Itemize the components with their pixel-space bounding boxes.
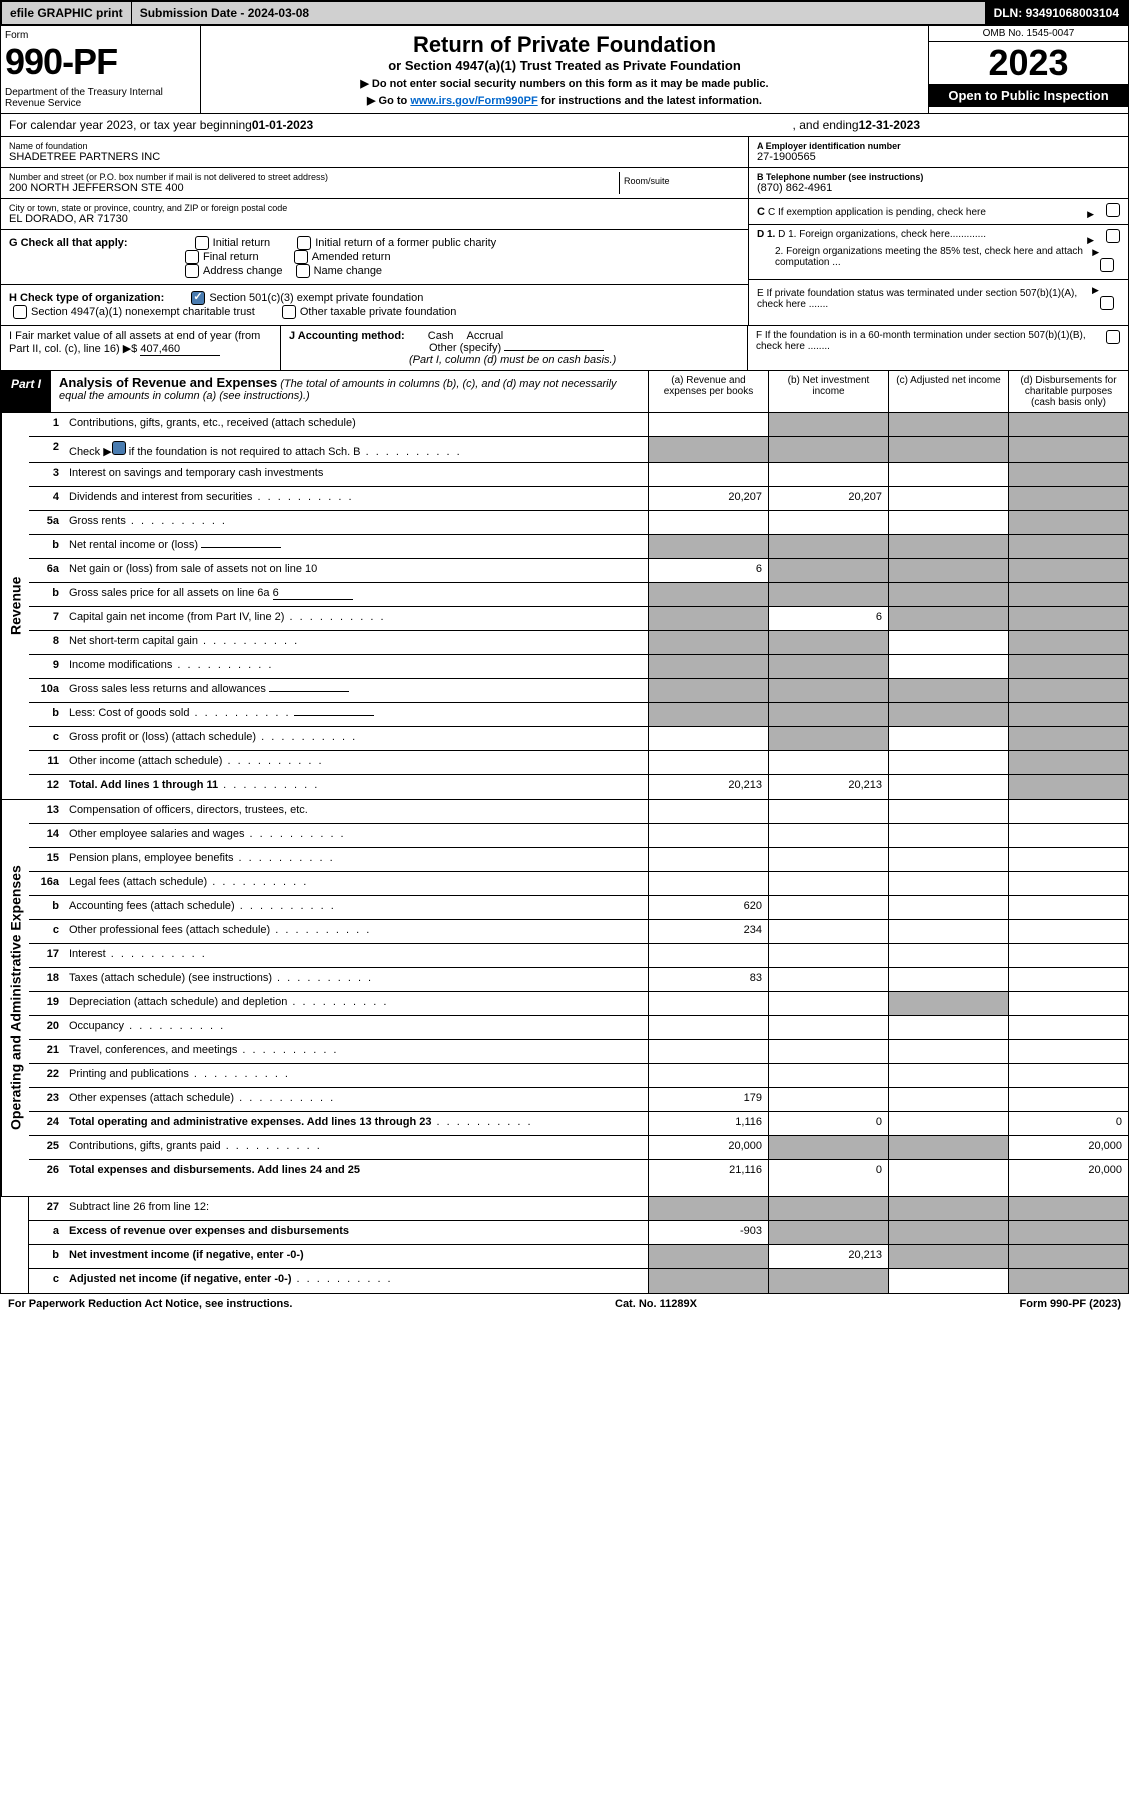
col-d-header: (d) Disbursements for charitable purpose… — [1008, 371, 1128, 412]
irs-link[interactable]: www.irs.gov/Form990PF — [410, 95, 537, 107]
col-a-header: (a) Revenue and expenses per books — [648, 371, 768, 412]
tel-cell: B Telephone number (see instructions) (8… — [749, 168, 1128, 199]
city-cell: City or town, state or province, country… — [1, 199, 748, 230]
checkbox-c[interactable] — [1106, 203, 1120, 217]
checkbox-d1[interactable] — [1106, 229, 1120, 243]
section-d: D 1. D 1. Foreign organizations, check h… — [749, 225, 1128, 280]
checkbox-4947[interactable] — [13, 305, 27, 319]
cat-no: Cat. No. 11289X — [615, 1298, 697, 1310]
checkbox-initial-former[interactable] — [297, 236, 311, 250]
form-ref: Form 990-PF (2023) — [1020, 1298, 1121, 1310]
revenue-side-label: Revenue — [1, 413, 29, 799]
expenses-table: Operating and Administrative Expenses 13… — [0, 800, 1129, 1197]
form-header: Form 990-PF Department of the Treasury I… — [0, 26, 1129, 114]
expenses-side-label: Operating and Administrative Expenses — [1, 800, 29, 1196]
form-label: Form — [5, 30, 196, 41]
col-c-header: (c) Adjusted net income — [888, 371, 1008, 412]
form-number: 990-PF — [5, 41, 196, 83]
calendar-year-row: For calendar year 2023, or tax year begi… — [0, 114, 1129, 137]
section-e: E If private foundation status was termi… — [749, 280, 1128, 317]
checkbox-e[interactable] — [1100, 296, 1114, 310]
top-bar: efile GRAPHIC print Submission Date - 20… — [0, 0, 1129, 26]
col-b-header: (b) Net investment income — [768, 371, 888, 412]
checkbox-d2[interactable] — [1100, 258, 1114, 272]
fmv-row: I Fair market value of all assets at end… — [0, 326, 1129, 371]
section-h: H Check type of organization: Section 50… — [1, 285, 748, 325]
checkbox-initial-return[interactable] — [195, 236, 209, 250]
omb-number: OMB No. 1545-0047 — [929, 26, 1128, 42]
tax-year: 2023 — [929, 42, 1128, 84]
efile-label[interactable]: efile GRAPHIC print — [2, 2, 132, 24]
checkbox-501c3[interactable] — [191, 291, 205, 305]
form-note2: ▶ Go to www.irs.gov/Form990PF for instru… — [207, 94, 922, 107]
checkbox-sch-b[interactable] — [112, 441, 126, 455]
net-table: 27Subtract line 26 from line 12: aExcess… — [0, 1197, 1129, 1294]
address-cell: Number and street (or P.O. box number if… — [1, 168, 748, 199]
part1-header: Part I Analysis of Revenue and Expenses … — [0, 371, 1129, 413]
revenue-table: Revenue 1Contributions, gifts, grants, e… — [0, 413, 1129, 800]
foundation-name-cell: Name of foundation SHADETREE PARTNERS IN… — [1, 137, 748, 168]
form-title: Return of Private Foundation — [207, 32, 922, 58]
open-to-public: Open to Public Inspection — [929, 84, 1128, 107]
entity-info-grid: Name of foundation SHADETREE PARTNERS IN… — [0, 137, 1129, 326]
dln: DLN: 93491068003104 — [986, 2, 1127, 24]
form-subtitle: or Section 4947(a)(1) Trust Treated as P… — [207, 58, 922, 73]
checkbox-other-taxable[interactable] — [282, 305, 296, 319]
checkbox-final-return[interactable] — [185, 250, 199, 264]
part-label: Part I — [1, 371, 51, 412]
checkbox-f[interactable] — [1106, 330, 1120, 344]
submission-date: Submission Date - 2024-03-08 — [132, 2, 986, 24]
section-g: G Check all that apply: Initial return I… — [1, 230, 748, 285]
section-c: C C If exemption application is pending,… — [749, 199, 1128, 225]
ein-cell: A Employer identification number 27-1900… — [749, 137, 1128, 168]
page-footer: For Paperwork Reduction Act Notice, see … — [0, 1294, 1129, 1314]
checkbox-amended[interactable] — [294, 250, 308, 264]
dept-label: Department of the Treasury Internal Reve… — [5, 87, 196, 109]
form-note1: ▶ Do not enter social security numbers o… — [207, 77, 922, 90]
paperwork-notice: For Paperwork Reduction Act Notice, see … — [8, 1298, 292, 1310]
checkbox-address-change[interactable] — [185, 264, 199, 278]
checkbox-name-change[interactable] — [296, 264, 310, 278]
